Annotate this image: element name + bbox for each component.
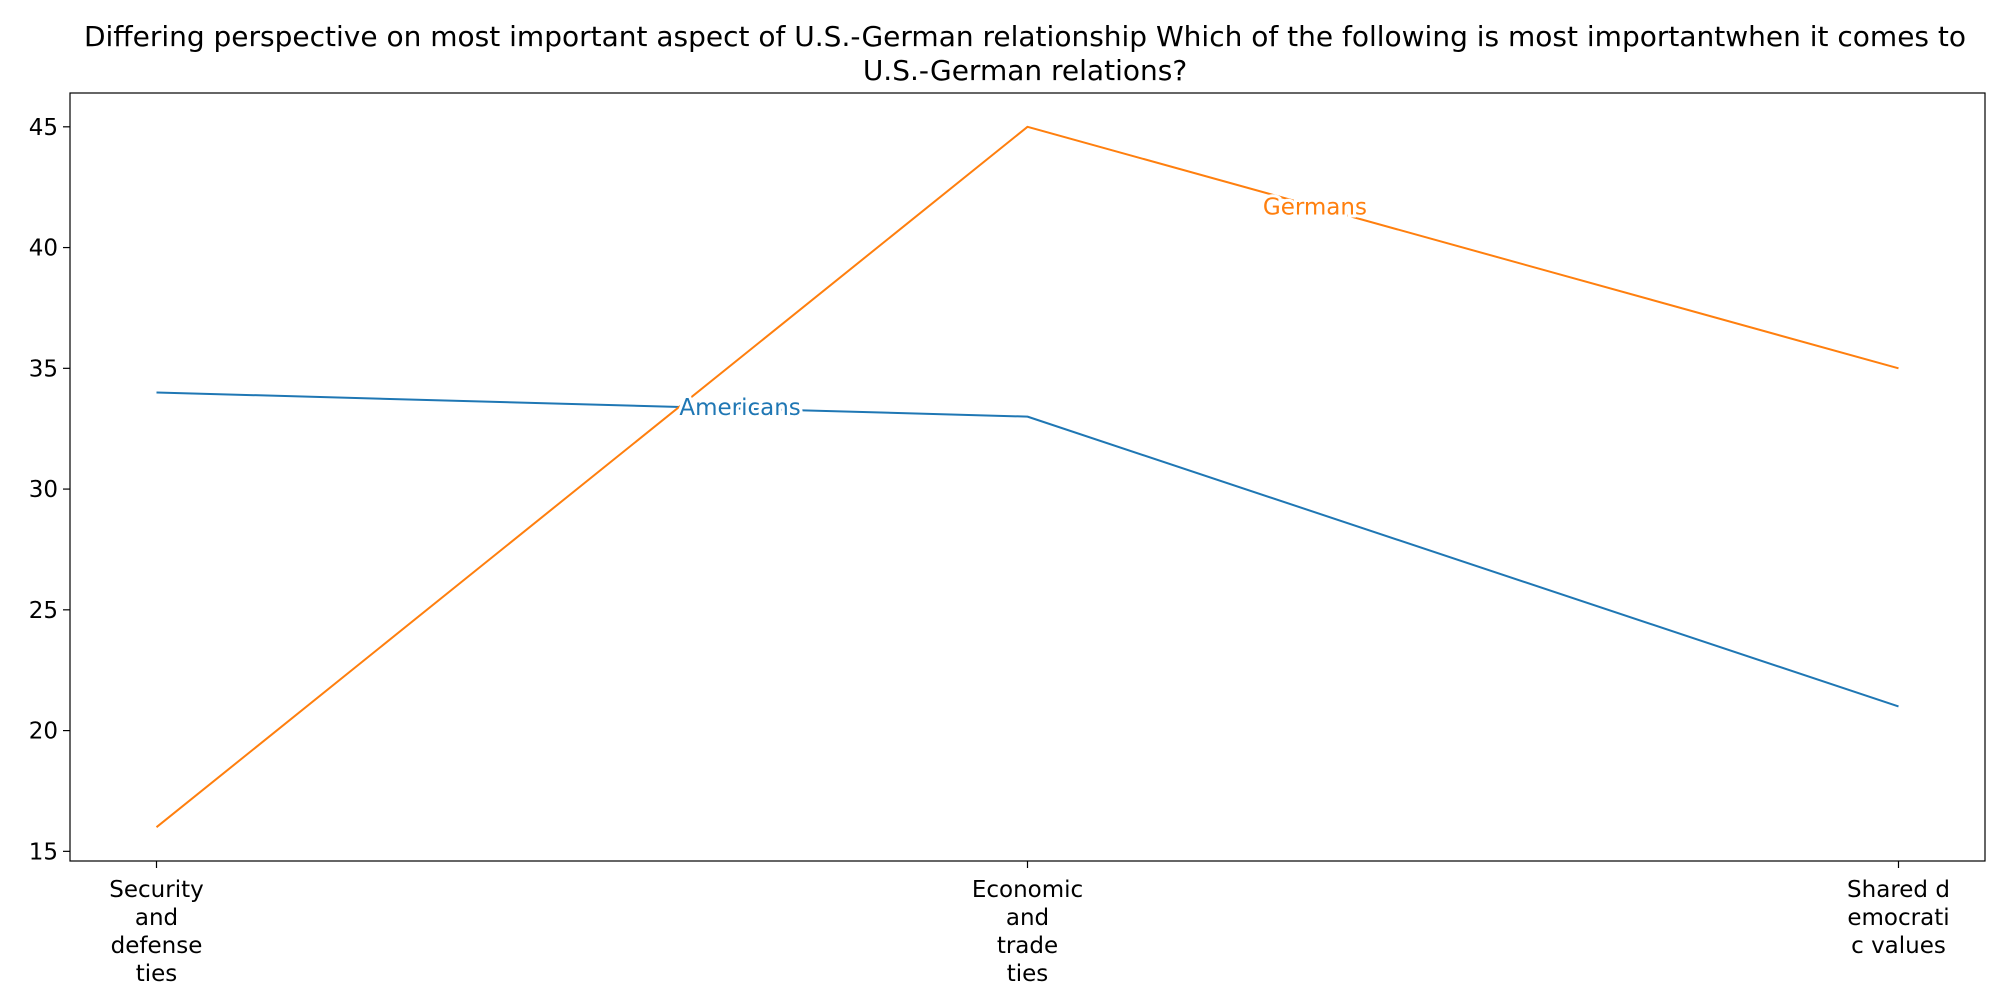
x-tick-label-line: defense	[111, 933, 203, 959]
y-tick-label: 45	[29, 115, 58, 141]
chart-title: Differing perspective on most important …	[83, 20, 1967, 87]
series-label-americans: Americans	[679, 395, 800, 421]
plot-border	[69, 92, 1986, 862]
x-tick-label-line: Security	[109, 877, 203, 903]
series-line-americans	[156, 391, 1899, 708]
series-label-germans: Germans	[1263, 195, 1367, 221]
y-tick-label: 15	[29, 839, 58, 865]
series-line-germans	[155, 125, 1899, 828]
y-tick-label: 30	[29, 477, 58, 503]
x-tick-label-line: Shared d	[1847, 877, 1950, 903]
series-label-halo: Americans	[679, 395, 800, 421]
y-tick-label: 35	[29, 356, 58, 382]
x-tick-label-line: c values	[1851, 933, 1946, 959]
x-tick-label: Security and defense ties	[109, 877, 203, 987]
series-layer	[155, 125, 1899, 828]
x-tick-label-line: trade	[997, 933, 1058, 959]
y-tick-label: 20	[29, 719, 58, 745]
x-tick-label-line: emocrati	[1847, 905, 1949, 931]
x-tick-label-line: Economic	[972, 877, 1083, 903]
x-tick-label-line: ties	[1007, 961, 1049, 987]
series-label-halo: Germans	[1263, 195, 1367, 221]
plot-frame	[69, 92, 1986, 862]
y-axis: 15 20 25 30 35 40 45	[29, 115, 70, 865]
y-tick-label: 40	[29, 236, 58, 262]
x-tick-label: Shared d emocrati c values	[1847, 877, 1950, 959]
x-tick-label-line: and	[1006, 905, 1049, 931]
x-tick-label-line: ties	[136, 961, 178, 987]
x-tick-label: Economic and trade ties	[972, 877, 1083, 987]
x-tick-label-line: and	[135, 905, 178, 931]
y-tick-label: 25	[29, 598, 58, 624]
